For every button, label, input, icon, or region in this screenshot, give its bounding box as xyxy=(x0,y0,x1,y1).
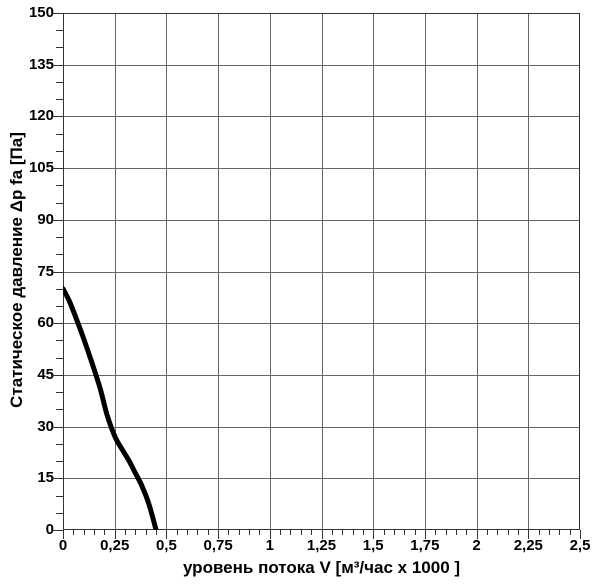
x-axis-tick-label: 2,25 xyxy=(513,537,543,554)
x-axis-tick-label: 2 xyxy=(472,537,481,554)
y-axis-tick-label: 0 xyxy=(45,521,54,538)
x-axis-tick-label: 1,75 xyxy=(410,537,440,554)
plot-area xyxy=(63,13,580,530)
y-axis-tick-label: 135 xyxy=(28,55,54,73)
x-axis-tick-label: 1,5 xyxy=(362,537,384,554)
plot-svg xyxy=(63,13,580,530)
y-axis-tick-label: 75 xyxy=(37,262,54,280)
x-axis-tick-label: 0,25 xyxy=(100,537,130,554)
x-axis-tick-label: 0 xyxy=(58,537,68,554)
x-axis-tick-label: 1 xyxy=(265,537,274,554)
x-axis-tick-label: 2,5 xyxy=(569,537,591,554)
y-axis-tick-label: 90 xyxy=(37,210,54,228)
y-axis-tick-label: 120 xyxy=(28,107,54,125)
y-axis-tick-label: 105 xyxy=(28,159,54,177)
y-axis-tick-label: 30 xyxy=(37,417,54,435)
y-axis-tick-label: 60 xyxy=(37,314,54,332)
x-axis-tick-label: 1,25 xyxy=(306,537,337,554)
y-axis-tick-label: 15 xyxy=(37,469,54,487)
y-axis-tick-label: 150 xyxy=(28,4,54,21)
data-curve xyxy=(63,286,159,530)
y-axis-tick-labels: 0 15 30 45 60 75 90 105 120 135 150 xyxy=(0,0,54,585)
x-axis-tick-label: 0,5 xyxy=(155,537,177,554)
x-axis-title: уровень потока V [м³/час x 1000 ] xyxy=(182,558,461,577)
x-axis-tick-label: 0,75 xyxy=(203,537,233,554)
y-axis-tick-label: 45 xyxy=(37,365,54,383)
x-axis-tick-labels: 0 0,25 0,5 0,75 1 1,25 1,5 1,75 2 2,25 2,5 xyxy=(0,538,600,560)
